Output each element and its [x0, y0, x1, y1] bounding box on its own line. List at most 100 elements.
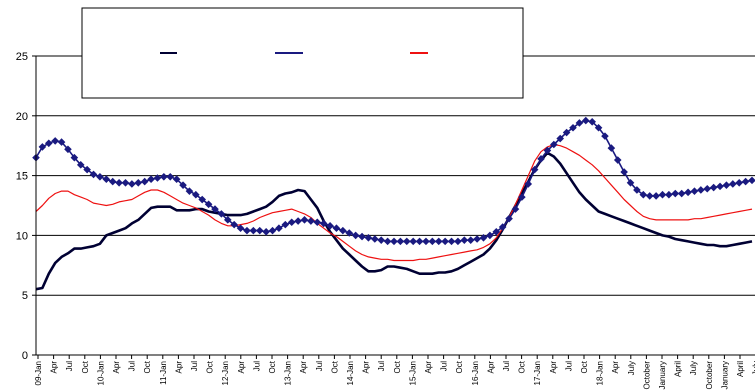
data-point-marker: [594, 123, 603, 132]
data-point-marker: [332, 224, 341, 233]
data-point-marker: [249, 226, 258, 235]
y-tick-label: 5: [22, 290, 28, 302]
y-tick-label: 25: [16, 51, 28, 63]
data-point-marker: [108, 177, 117, 186]
x-tick-label: Oct: [330, 360, 339, 373]
data-point-marker: [454, 237, 462, 246]
x-tick-label: Apr: [237, 361, 246, 374]
data-point-marker: [607, 144, 616, 152]
data-point-marker: [543, 146, 552, 155]
data-point-marker: [147, 175, 155, 183]
data-point-marker: [665, 190, 673, 199]
data-point-marker: [409, 237, 417, 246]
data-point-marker: [326, 222, 334, 230]
data-point-marker: [633, 186, 641, 194]
data-point-marker: [415, 237, 424, 246]
data-point-marker: [447, 237, 456, 246]
x-tick-label: Oct: [81, 360, 90, 373]
x-axis-tick-labels: 09-Jan Apr Jul Oct 10-Jan Apr Jul Oct 11-Jan Apr J…: [34, 355, 755, 389]
x-tick-label: Apr: [299, 361, 308, 374]
data-point-marker: [211, 205, 219, 213]
data-point-marker: [486, 231, 494, 240]
data-point-marker: [255, 226, 264, 235]
x-tick-label: Apr: [549, 361, 558, 374]
data-point-marker: [313, 218, 322, 227]
series-line-1: [35, 151, 753, 291]
data-point-marker: [83, 165, 91, 174]
data-point-marker: [530, 165, 539, 174]
data-point-marker: [243, 226, 251, 235]
y-axis-tick-labels: 0 5 10 15 20 25: [16, 51, 36, 362]
data-point-marker: [300, 216, 309, 224]
data-point-marker: [390, 237, 398, 246]
x-tick-label: 13-Jan: [284, 361, 293, 385]
data-point-marker: [722, 181, 731, 189]
x-tick-label: Jul: [315, 361, 324, 371]
x-tick-label: 09-Jan: [34, 361, 43, 385]
data-point-marker: [38, 143, 47, 151]
x-tick-label: January: [720, 361, 729, 389]
data-point-marker: [307, 217, 315, 225]
data-point-marker: [575, 119, 584, 127]
x-tick-label: April: [674, 361, 683, 377]
data-point-marker: [402, 237, 411, 246]
data-point-marker: [703, 184, 712, 193]
data-point-marker: [294, 217, 302, 225]
data-point-marker: [377, 236, 386, 244]
x-tick-label: Oct: [455, 360, 464, 373]
x-tick-label: Apr: [112, 361, 121, 374]
x-tick-label: January: [658, 361, 667, 389]
data-point-marker: [479, 233, 488, 242]
data-point-marker: [89, 170, 98, 179]
x-tick-label: 10-Jan: [96, 361, 105, 385]
data-point-marker: [396, 237, 405, 246]
x-tick-label: 11-Jan: [159, 361, 168, 385]
data-point-marker: [588, 117, 596, 126]
x-tick-label: July: [689, 361, 698, 375]
data-point-marker: [217, 210, 226, 218]
legend: [81, 7, 524, 99]
data-point-marker: [236, 224, 245, 233]
x-tick-label: Oct: [206, 360, 215, 373]
x-tick-label: Jul: [564, 361, 573, 371]
data-point-marker: [735, 178, 744, 187]
data-point-marker: [268, 226, 277, 235]
data-point-marker: [537, 155, 545, 163]
series-line-2: [35, 143, 753, 262]
x-tick-label: Oct: [580, 360, 589, 373]
data-point-marker: [76, 161, 85, 169]
data-point-marker: [262, 228, 270, 236]
data-point-marker: [511, 205, 520, 213]
data-point-marker: [434, 237, 443, 246]
data-point-marker: [748, 176, 755, 185]
x-tick-label: 14-Jan: [346, 361, 355, 385]
data-point-marker: [620, 168, 628, 176]
data-point-marker: [230, 220, 238, 229]
y-tick-label: 10: [16, 230, 28, 242]
data-point-marker: [319, 219, 328, 228]
data-point-marker: [601, 132, 609, 140]
data-point-marker: [44, 139, 53, 148]
x-tick-label: Jul: [128, 361, 137, 371]
data-point-marker: [371, 235, 379, 243]
data-point-marker: [652, 192, 660, 200]
data-point-marker: [671, 189, 680, 198]
x-tick-label: Jul: [377, 361, 386, 371]
data-point-marker: [275, 224, 283, 233]
data-point-marker: [102, 175, 111, 183]
data-point-marker: [613, 156, 622, 164]
data-point-marker: [709, 183, 718, 192]
data-point-marker: [422, 237, 430, 246]
data-point-marker: [51, 137, 59, 145]
x-tick-label: Apr: [174, 361, 183, 374]
data-point-marker: [518, 193, 526, 201]
x-tick-label: July: [627, 361, 636, 375]
data-point-marker: [70, 153, 79, 162]
data-point-marker: [192, 190, 200, 199]
data-point-marker: [153, 174, 162, 182]
data-point-marker: [179, 181, 187, 189]
data-point-marker: [185, 187, 194, 195]
x-tick-label: Jul: [502, 361, 511, 371]
x-tick-label: Apr: [486, 361, 495, 374]
